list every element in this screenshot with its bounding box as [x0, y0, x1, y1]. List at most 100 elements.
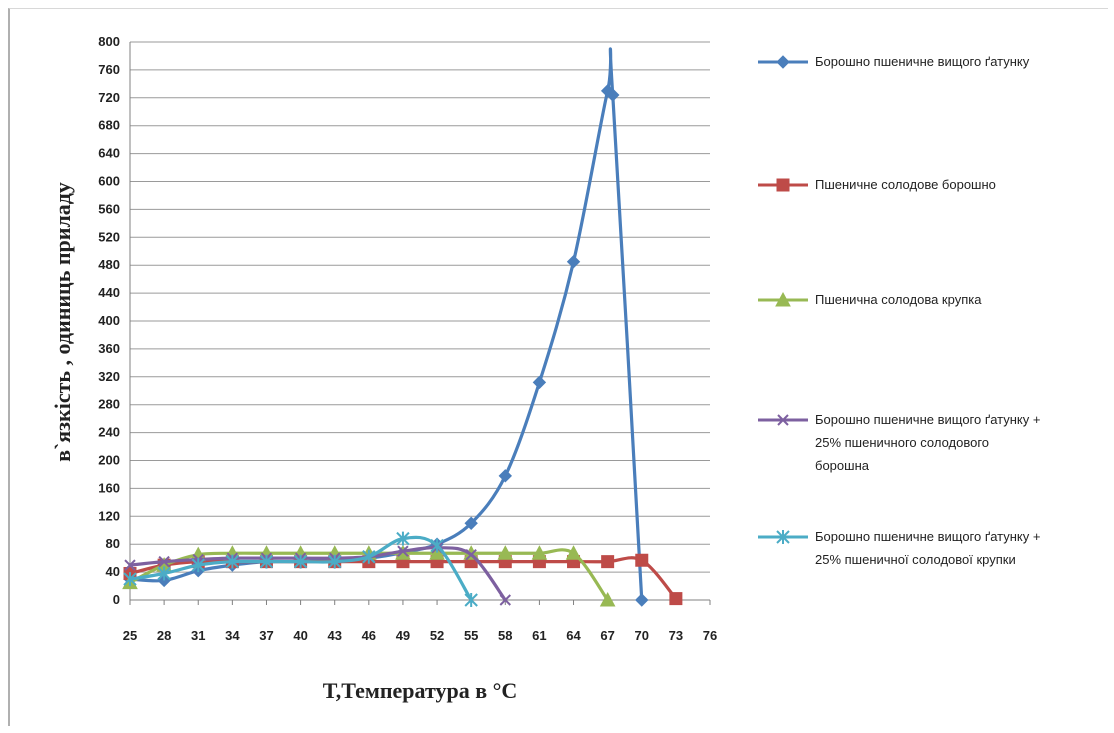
y-tick-label-80: 80 [106, 536, 120, 551]
series-5-point-10 [430, 538, 444, 553]
y-tick-label-120: 120 [98, 508, 120, 523]
series-1 [123, 47, 649, 607]
grid-lines [130, 41, 710, 601]
x-tick-label-46: 46 [362, 628, 376, 643]
legend-item-1: Борошно пшеничне вищого ґатунку [758, 54, 1030, 69]
series-5-point-9 [396, 531, 410, 546]
legend-item-4: Борошно пшеничне вищого ґатунку + 25% пше… [758, 412, 1040, 473]
x-tick-label-70: 70 [635, 628, 649, 643]
series-1-point-12 [498, 469, 513, 483]
x-tick-label-58: 58 [498, 628, 512, 643]
legend-label-2-line-1: Пшеничне солодове борошно [815, 177, 996, 192]
y-axis-title: в`язкість , одиниць приладу [50, 182, 75, 462]
series-5-point-5 [259, 554, 274, 569]
series-2 [123, 553, 683, 606]
legend-marker-2 [776, 178, 790, 192]
y-tick-label-800: 800 [98, 34, 120, 49]
series-5-point-4 [225, 554, 240, 569]
x-tick-label-37: 37 [259, 628, 273, 643]
series-1-point-14 [566, 255, 581, 269]
y-tick-label-640: 640 [98, 146, 120, 161]
x-tick-label-73: 73 [669, 628, 683, 643]
legend-item-5: Борошно пшеничне вищого ґатунку + 25% пше… [758, 529, 1040, 567]
legend-item-3: Пшенична солодова крупка [758, 291, 982, 307]
y-tick-label-720: 720 [98, 90, 120, 105]
x-tick-label-64: 64 [566, 628, 581, 643]
legend-marker-4 [777, 414, 789, 426]
y-tick-label-600: 600 [98, 174, 120, 189]
y-tick-labels: 0 40 80 120 160 200 240 280 320 360 400 440 480 520 56… [98, 34, 120, 607]
y-tick-label-0: 0 [113, 592, 120, 607]
x-axis-title: T,Температура в °C [323, 678, 518, 703]
y-tick-label-320: 320 [98, 369, 120, 384]
x-tick-label-43: 43 [327, 628, 341, 643]
x-tick-label-76: 76 [703, 628, 717, 643]
legend-marker-5 [776, 530, 790, 544]
series-1-point-13 [532, 375, 547, 390]
y-tick-label-280: 280 [98, 397, 120, 412]
legend-label-5-line-1: Борошно пшеничне вищого ґатунку + [815, 529, 1040, 544]
x-tick-label-40: 40 [293, 628, 307, 643]
legend: Борошно пшеничне вищого ґатунку Пшеничне … [758, 54, 1040, 567]
series-4-point-9 [397, 545, 409, 557]
x-tick-label-55: 55 [464, 628, 478, 643]
series-4-point-12 [499, 594, 512, 606]
x-tick-label-25: 25 [123, 628, 137, 643]
legend-label-3-line-1: Пшенична солодова крупка [815, 292, 982, 307]
axes [129, 42, 711, 605]
x-tick-label-49: 49 [396, 628, 410, 643]
legend-marker-1 [776, 55, 790, 69]
series-4-point-2 [158, 555, 170, 568]
y-tick-label-40: 40 [106, 564, 120, 579]
series-5-point-6 [293, 554, 308, 569]
series-3-point-13 [531, 545, 548, 560]
legend-item-2: Пшеничне солодове борошно [758, 177, 996, 192]
legend-label-5-line-2: 25% пшеничної солодової крупки [815, 552, 1016, 567]
series-5-point-3 [191, 558, 205, 573]
series-lines [122, 47, 683, 607]
y-tick-label-360: 360 [98, 341, 120, 356]
y-tick-label-480: 480 [98, 257, 120, 272]
y-tick-label-520: 520 [98, 229, 120, 244]
series-3-point-12 [497, 545, 514, 560]
series-2-point-16 [635, 553, 649, 567]
y-tick-label-400: 400 [98, 313, 120, 328]
x-tick-label-61: 61 [532, 628, 546, 643]
series-1-point-11 [464, 516, 478, 530]
series-1-point-17 [635, 593, 649, 607]
y-tick-label-160: 160 [98, 480, 120, 495]
series-1-point-16 [606, 88, 620, 102]
series-5 [123, 531, 478, 607]
y-tick-label-200: 200 [98, 453, 120, 468]
x-tick-label-34: 34 [225, 628, 240, 643]
series-4-point-11 [465, 548, 477, 561]
series-5-point-2 [157, 566, 171, 581]
series-3-point-10 [429, 545, 445, 560]
legend-label-1-line-1: Борошно пшеничне вищого ґатунку [815, 54, 1030, 69]
x-tick-label-31: 31 [191, 628, 205, 643]
series-5-point-8 [362, 549, 376, 564]
chart-frame [8, 8, 1108, 726]
y-tick-label-760: 760 [98, 62, 120, 77]
legend-label-4-line-3: борошна [815, 458, 870, 473]
series-2-point-15 [601, 555, 615, 569]
y-tick-label-240: 240 [98, 425, 120, 440]
x-tick-label-67: 67 [600, 628, 614, 643]
x-tick-labels: 25 28 31 34 37 40 43 46 49 52 55 58 61 64 67 70 73 76 [123, 628, 717, 643]
legend-label-4-line-1: Борошно пшеничне вищого ґатунку + [815, 412, 1040, 427]
series-5-point-7 [327, 554, 342, 569]
legend-marker-3 [775, 291, 791, 307]
y-tick-label-680: 680 [98, 118, 120, 133]
y-tick-label-560: 560 [98, 201, 120, 216]
series-5-point-11 [464, 593, 478, 607]
series-2-point-17 [669, 592, 683, 606]
series-1-line [128, 47, 644, 602]
series-4-point-1 [124, 559, 136, 571]
x-tick-label-52: 52 [430, 628, 444, 643]
series-3-point-14 [565, 545, 582, 560]
series-3-point-15 [599, 591, 616, 607]
series-5-point-1 [123, 572, 137, 587]
x-tick-label-28: 28 [157, 628, 171, 643]
y-tick-label-440: 440 [98, 285, 120, 300]
